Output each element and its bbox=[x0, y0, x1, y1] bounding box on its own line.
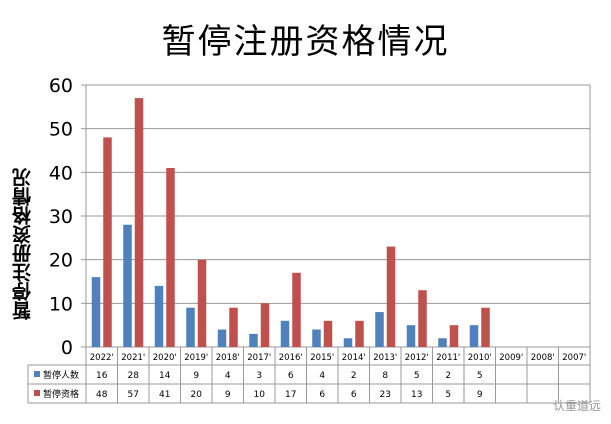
x-tick-label: 2012' bbox=[405, 353, 429, 363]
bar-suspended-qualification bbox=[449, 325, 459, 347]
data-table-value: 57 bbox=[128, 390, 139, 400]
x-tick-label: 2020' bbox=[153, 353, 177, 363]
data-table-value: 6 bbox=[288, 371, 294, 381]
bar-suspended-qualification bbox=[103, 137, 112, 347]
chart-title: 暂停注册资格情况 bbox=[161, 22, 450, 62]
bar-suspended-count bbox=[154, 285, 164, 347]
data-table-value: 5 bbox=[445, 390, 451, 400]
x-tick-label: 2009' bbox=[499, 353, 523, 363]
x-tick-label: 2016' bbox=[279, 353, 303, 363]
legend-swatch bbox=[34, 390, 40, 396]
data-table-value: 48 bbox=[96, 390, 108, 400]
x-tick-label: 2008' bbox=[531, 353, 555, 363]
bar-suspended-count bbox=[186, 307, 195, 347]
data-table-value: 6 bbox=[319, 390, 325, 400]
watermark-text: 认重道远 bbox=[552, 399, 601, 413]
x-tick-label: 2010' bbox=[468, 353, 492, 363]
x-tick-label: 2022' bbox=[90, 353, 114, 363]
data-table-value: 41 bbox=[159, 390, 170, 400]
data-table-value: 8 bbox=[382, 371, 388, 381]
bar-suspended-count bbox=[406, 325, 416, 347]
bar-suspended-count bbox=[91, 277, 101, 347]
data-table-value: 2 bbox=[351, 371, 357, 381]
data-table-value: 17 bbox=[285, 390, 296, 400]
bar-suspended-count bbox=[280, 320, 290, 347]
data-table-value: 4 bbox=[319, 371, 325, 381]
bar-suspended-count bbox=[249, 333, 258, 347]
bar-suspended-count bbox=[343, 338, 353, 347]
data-table-value: 9 bbox=[225, 390, 231, 400]
data-table-value: 9 bbox=[477, 390, 483, 400]
data-table-value: 2 bbox=[445, 371, 451, 381]
bar-suspended-qualification bbox=[292, 272, 301, 347]
bar-suspended-qualification bbox=[386, 246, 396, 347]
bar-suspended-qualification bbox=[229, 307, 238, 347]
bar-suspended-count bbox=[469, 325, 479, 347]
bar-suspended-qualification bbox=[134, 98, 144, 347]
bar-suspended-qualification bbox=[418, 290, 427, 347]
data-table-value: 28 bbox=[128, 371, 140, 381]
bar-suspended-qualification bbox=[197, 259, 207, 347]
data-table-value: 5 bbox=[477, 371, 483, 381]
y-tick-label: 10 bbox=[49, 293, 73, 315]
data-table-value: 9 bbox=[193, 371, 199, 381]
data-table-value: 20 bbox=[191, 390, 203, 400]
x-tick-label: 2014' bbox=[342, 353, 366, 363]
data-table-value: 14 bbox=[159, 371, 171, 381]
x-tick-label: 2011' bbox=[436, 353, 460, 363]
y-tick-label: 30 bbox=[49, 206, 73, 228]
data-table-value: 4 bbox=[225, 371, 231, 381]
x-tick-label: 2013' bbox=[373, 353, 397, 363]
x-tick-label: 2017' bbox=[247, 353, 271, 363]
data-table-value: 3 bbox=[256, 371, 262, 381]
bar-suspended-qualification bbox=[323, 320, 333, 347]
x-tick-label: 2019' bbox=[184, 353, 208, 363]
bar-suspended-count bbox=[312, 329, 321, 347]
x-tick-label: 2007' bbox=[562, 353, 586, 363]
y-tick-label: 40 bbox=[49, 162, 73, 184]
bar-suspended-qualification bbox=[166, 167, 175, 347]
bar-suspended-count bbox=[123, 224, 132, 347]
y-tick-label: 50 bbox=[49, 119, 73, 141]
bar-suspended-qualification bbox=[481, 307, 490, 347]
data-table-value: 13 bbox=[411, 390, 422, 400]
y-tick-label: 60 bbox=[49, 75, 73, 97]
data-table-value: 6 bbox=[351, 390, 357, 400]
y-tick-label: 20 bbox=[49, 250, 73, 272]
bar-suspended-count bbox=[217, 329, 227, 347]
y-tick-label: 0 bbox=[61, 337, 73, 359]
data-table-value: 16 bbox=[96, 371, 108, 381]
bar-suspended-count bbox=[438, 338, 447, 347]
data-table-value: 5 bbox=[414, 371, 420, 381]
legend-label: 暂停资格 bbox=[43, 388, 79, 400]
data-table-value: 10 bbox=[254, 390, 266, 400]
x-tick-label: 2018' bbox=[216, 353, 240, 363]
bar-suspended-count bbox=[375, 312, 384, 347]
bar-suspended-qualification bbox=[260, 303, 270, 347]
bar-suspended-qualification bbox=[355, 320, 364, 347]
x-tick-label: 2021' bbox=[121, 353, 145, 363]
x-tick-label: 2015' bbox=[310, 353, 334, 363]
data-table-value: 23 bbox=[380, 390, 391, 400]
legend-label: 暂停人数 bbox=[43, 369, 79, 381]
legend-swatch bbox=[34, 371, 40, 377]
